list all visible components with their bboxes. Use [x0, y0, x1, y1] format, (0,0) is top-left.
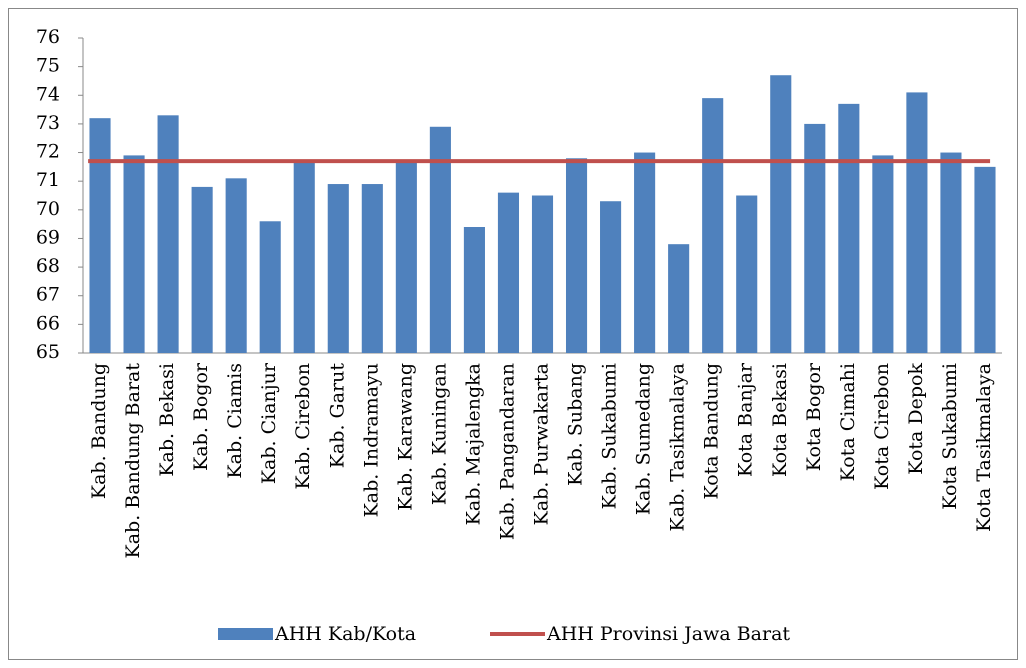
y-tick-label: 66 [36, 312, 60, 334]
bar [497, 192, 520, 353]
bar [259, 221, 281, 353]
bar [429, 126, 451, 353]
x-tick-label: Kab. Sukabumi [599, 363, 621, 509]
x-tick-label: Kab. Ciamis [224, 363, 246, 479]
x-tick-label: Kab. Sumedang [633, 363, 655, 515]
bar [838, 103, 860, 353]
bar [89, 118, 111, 353]
bar [565, 158, 588, 353]
bar [395, 161, 417, 353]
y-tick-label: 72 [36, 141, 60, 163]
bar [327, 184, 349, 353]
y-tick-label: 70 [36, 198, 60, 220]
x-tick-label: Kota Tasikmalaya [973, 363, 995, 532]
y-tick-label: 74 [36, 83, 60, 105]
bar [770, 75, 792, 354]
y-tick-label: 65 [36, 341, 60, 363]
y-tick-label: 73 [36, 112, 60, 134]
y-tick-label: 76 [36, 26, 60, 48]
bar [974, 166, 996, 353]
bar [293, 161, 315, 353]
x-tick-label: Kab. Bekasi [156, 363, 178, 477]
x-tick-label: Kab. Bogor [190, 362, 212, 471]
x-tick-label: Kab. Bandung Barat [122, 363, 144, 559]
x-tick-label: Kab. Majalengka [462, 363, 484, 525]
x-tick-label: Kota Cirebon [871, 363, 893, 490]
bar [634, 152, 656, 353]
bar [191, 186, 213, 353]
bar [804, 123, 826, 353]
x-tick-label: Kota Banjar [735, 362, 757, 477]
x-tick-label: Kab. Indramayu [360, 363, 382, 517]
bar [906, 92, 928, 353]
bar [702, 98, 724, 354]
x-tick-label: Kota Bandung [701, 363, 723, 499]
x-tick-label: Kota Bekasi [769, 363, 791, 477]
x-tick-label: Kota Cimahi [837, 363, 859, 481]
bar [361, 184, 383, 353]
bar [668, 244, 690, 353]
bar [531, 195, 554, 353]
x-tick-label: Kab. Tasikmalaya [667, 363, 689, 531]
legend-label: AHH Kab/Kota [274, 623, 416, 645]
bar [872, 155, 894, 353]
x-tick-label: Kab. Kuningan [428, 363, 450, 505]
bar [600, 201, 622, 353]
bar [463, 227, 485, 353]
x-tick-label: Kota Bogor [803, 362, 825, 471]
y-tick-label: 69 [36, 226, 60, 248]
x-tick-label: Kab. Cianjur [258, 362, 280, 484]
y-tick-label: 68 [36, 255, 60, 277]
x-tick-label: Kab. Garut [326, 363, 348, 469]
y-tick-label: 75 [36, 55, 60, 77]
x-tick-label: Kab. Karawang [394, 363, 416, 511]
x-tick-label: Kab. Pangandaran [496, 363, 518, 540]
x-tick-label: Kota Sukabumi [939, 363, 961, 510]
y-tick-label: 67 [36, 284, 60, 306]
bar [123, 155, 145, 353]
x-tick-label: Kab. Cirebon [292, 363, 314, 490]
bar [736, 195, 758, 353]
x-tick-label: Kab. Subang [565, 363, 587, 486]
legend-swatch [218, 628, 273, 640]
x-tick-label: Kota Depok [905, 363, 927, 475]
x-tick-label: Kab. Bandung [88, 363, 110, 499]
bar [940, 152, 962, 353]
legend-label: AHH Provinsi Jawa Barat [546, 623, 790, 645]
bar [225, 178, 247, 353]
y-tick-label: 71 [36, 169, 60, 191]
x-tick-label: Kab. Purwakarta [531, 363, 553, 525]
bar [157, 115, 179, 354]
